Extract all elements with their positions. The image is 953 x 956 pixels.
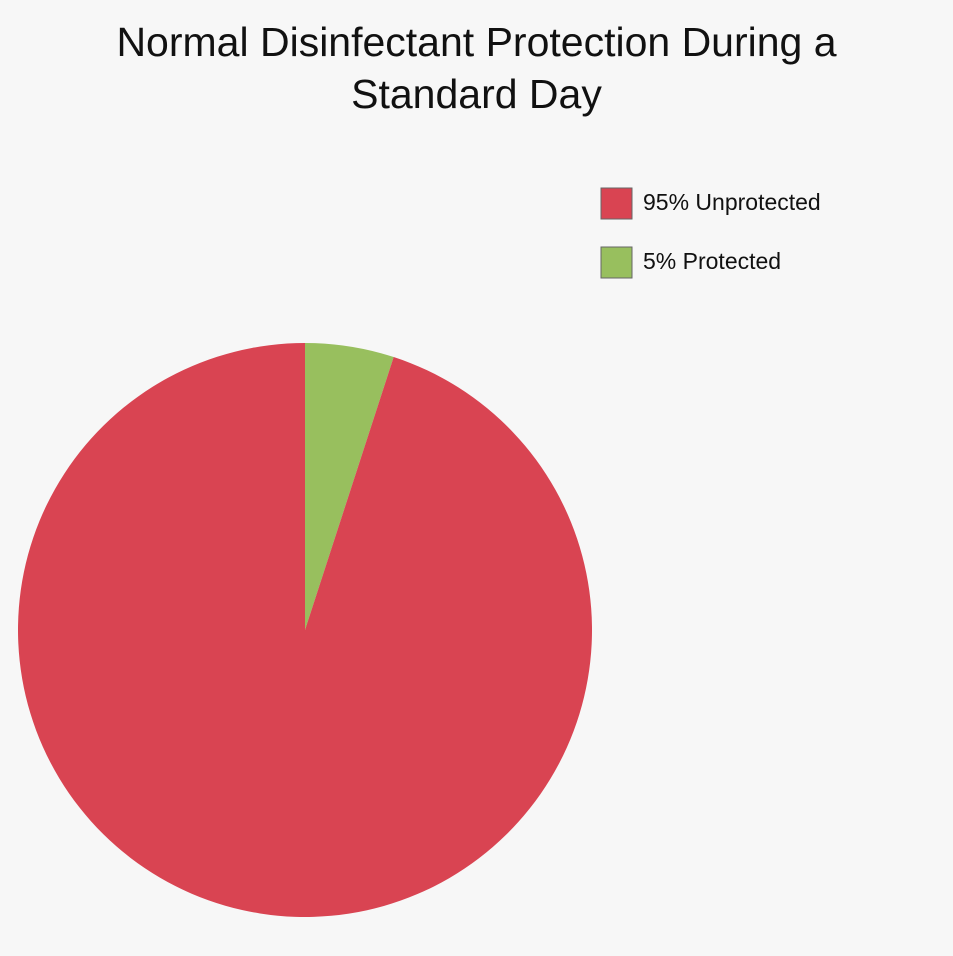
pie-slice — [305, 343, 394, 630]
legend-label: 95% Unprotected — [643, 189, 821, 215]
legend-swatch — [600, 246, 633, 279]
chart-title: Normal Disinfectant Protection During a … — [116, 19, 837, 117]
legend-swatch — [600, 187, 633, 220]
legend-label: 5% Protected — [643, 248, 781, 274]
pie-slice — [18, 343, 593, 918]
